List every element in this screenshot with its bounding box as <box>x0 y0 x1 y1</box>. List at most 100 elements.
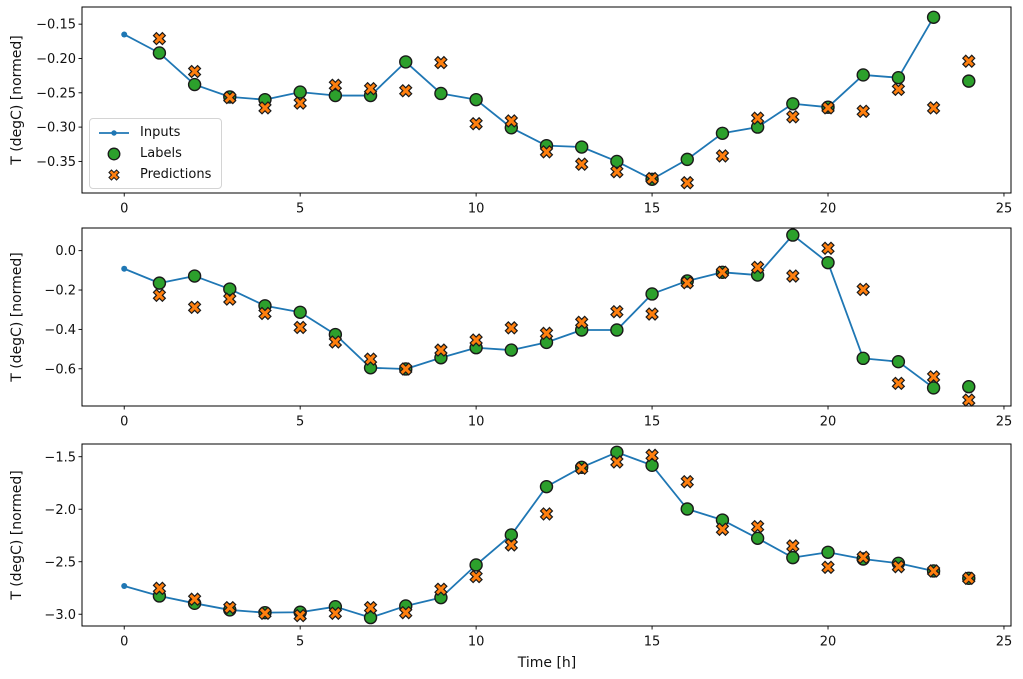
y-tick-label: −3.0 <box>44 608 76 623</box>
x-tick-label: 25 <box>996 635 1013 650</box>
predictions-point <box>786 269 800 283</box>
labels-point <box>962 380 976 394</box>
x-tick-label: 0 <box>120 635 128 650</box>
legend-item-labels: Labels <box>97 143 211 164</box>
predictions-point <box>469 116 483 131</box>
labels-point <box>504 528 519 542</box>
predictions-point <box>715 522 730 537</box>
predictions-point <box>891 559 906 574</box>
labels-point <box>363 610 378 625</box>
predictions-point <box>926 564 941 578</box>
y-tick-label: −0.30 <box>36 121 76 136</box>
x-tick-label: 20 <box>820 202 837 217</box>
labels-point <box>469 92 483 107</box>
predictions-point <box>152 288 167 303</box>
inputs-point <box>121 265 128 272</box>
labels-point <box>187 269 202 283</box>
predictions-point <box>680 175 695 190</box>
plot-border <box>81 6 1012 194</box>
predictions-point <box>574 461 589 476</box>
y-tick-label: −0.25 <box>36 86 76 101</box>
legend: Inputs Labels Predictions <box>89 118 223 189</box>
predictions-point <box>187 300 202 315</box>
y-tick-label: −0.4 <box>44 323 76 338</box>
legend-label-labels: Labels <box>140 146 182 161</box>
predictions-point <box>610 164 624 179</box>
labels-point <box>610 154 624 169</box>
predictions-point <box>293 608 307 623</box>
x-tick-label: 25 <box>996 202 1013 217</box>
predictions-point <box>363 81 378 96</box>
predictions-point <box>961 54 976 69</box>
predictions-point <box>821 560 835 575</box>
x-tick-label: 15 <box>644 202 661 217</box>
labels-point <box>645 458 659 473</box>
inputs-line <box>123 451 934 619</box>
inputs-line <box>123 234 935 389</box>
labels-point <box>434 86 448 101</box>
labels-point <box>926 10 941 24</box>
predictions-point <box>328 78 343 93</box>
labels-point <box>152 46 167 60</box>
inputs-point <box>121 582 128 589</box>
predictions-point <box>223 292 237 306</box>
predictions-point <box>680 275 695 290</box>
predictions-point <box>539 145 554 159</box>
y-tick-label: −0.6 <box>44 362 76 377</box>
predictions-point <box>504 114 519 128</box>
predictions-point <box>504 538 519 552</box>
labels-point <box>328 88 343 103</box>
labels-point <box>539 479 554 494</box>
labels-point <box>891 70 906 85</box>
predictions-point <box>574 157 589 171</box>
labels-point <box>926 381 941 395</box>
labels-point <box>786 228 800 242</box>
predictions-point <box>398 362 413 376</box>
predictions-point <box>223 90 237 105</box>
labels-point <box>152 276 167 290</box>
plot-border <box>81 443 1012 627</box>
labels-point <box>680 152 694 167</box>
labels-point <box>574 140 589 154</box>
labels-point <box>962 74 976 88</box>
y-axis-label-subplot-1: T (degC) [normed] <box>9 35 25 165</box>
x-tick-label: 5 <box>296 202 304 217</box>
labels-point <box>399 55 413 69</box>
y-tick-label: −2.0 <box>44 503 76 518</box>
predictions-point <box>258 606 272 621</box>
labels-point <box>786 550 800 565</box>
y-tick-label: −0.35 <box>36 155 76 170</box>
predictions-point <box>293 320 307 335</box>
y-tick-label: 0.0 <box>55 244 76 259</box>
predictions-point <box>856 550 870 565</box>
predictions-point <box>293 96 307 110</box>
predictions-point <box>398 605 413 620</box>
predictions-x-icon <box>108 168 120 181</box>
labels-point <box>821 255 835 270</box>
inputs-point <box>121 31 128 38</box>
labels-point <box>750 531 765 546</box>
predictions-point <box>539 326 554 341</box>
x-tick-label: 10 <box>468 635 485 650</box>
x-tick-label: 20 <box>820 635 837 650</box>
labels-point <box>891 354 906 369</box>
x-tick-label: 25 <box>996 415 1013 430</box>
predictions-point <box>645 448 659 463</box>
predictions-point <box>398 83 413 98</box>
predictions-point <box>539 507 554 521</box>
labels-point <box>715 126 730 140</box>
predictions-point <box>610 304 624 319</box>
predictions-point <box>856 104 870 119</box>
predictions-point <box>469 333 483 347</box>
predictions-point <box>961 571 976 586</box>
subplot-2: 0 5 10 15 20 25 0.0 −0.2 −0.4 −0.6 <box>44 227 1013 430</box>
predictions-point <box>504 321 519 335</box>
labels-point <box>680 502 694 516</box>
x-tick-label: 20 <box>820 415 837 430</box>
predictions-point <box>328 606 343 621</box>
predictions-point <box>715 265 730 280</box>
predictions-point <box>434 582 448 597</box>
predictions-point <box>926 101 941 115</box>
x-tick-label: 5 <box>296 415 304 430</box>
